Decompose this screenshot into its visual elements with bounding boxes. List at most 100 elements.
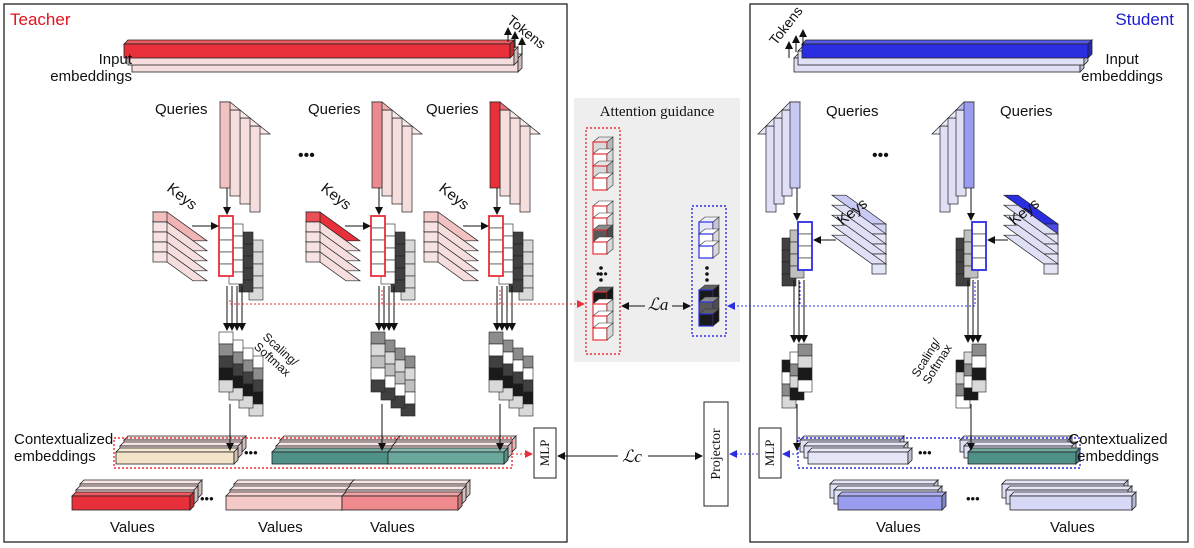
student-values-label-1: Values (876, 519, 921, 536)
teacher-input-slab-side (513, 46, 519, 66)
teacher-softmax-maps (218, 331, 534, 417)
teacher-key-stack-1-face (152, 221, 168, 233)
teacher-softmax-map-3-cell (488, 355, 504, 369)
student-values-slab-1-face (837, 495, 943, 511)
teacher-values-slab-1-side (189, 491, 195, 511)
student-softmax-map-1-cell (797, 343, 813, 357)
teacher-ctx-slab-3-face (387, 451, 505, 465)
guidance-teacher-col-2-cell (592, 241, 608, 255)
guidance-teacher-col-1-cell (592, 177, 608, 191)
student-queries-label-2: Queries (1000, 103, 1053, 120)
teacher-ctx-slab-3-top (387, 447, 509, 453)
teacher-key-stack-3-face (423, 241, 439, 253)
teacher-attn-map-1-cell (218, 239, 234, 253)
guidance-student-dot (705, 272, 709, 276)
teacher-softmax-map-3-cell (488, 331, 504, 345)
guidance-student-col-2-cell (698, 313, 714, 327)
teacher-query-stack-1 (219, 101, 271, 213)
student-heads-ellipsis: ••• (872, 147, 889, 164)
teacher-key-stack-2-face (305, 241, 321, 253)
student-key-stack-1 (830, 194, 888, 275)
teacher-attn-map-2-cell (370, 215, 386, 229)
teacher-values-slab-3 (341, 479, 471, 511)
student-ctx-slab-1-top (803, 441, 909, 447)
teacher-values-slab-1-top (79, 479, 203, 485)
teacher-query-stack-3 (489, 101, 541, 213)
teacher-keys-label-1: Keys (164, 180, 201, 214)
teacher-queries-label-2: Queries (308, 101, 361, 118)
teacher-ctx-highlight (113, 437, 513, 469)
student-query-stack-2 (931, 101, 975, 213)
student-softmax-map-2-cell (971, 355, 987, 369)
teacher-ctx-slab-3 (387, 435, 517, 465)
student-values-slab-2-top (1005, 485, 1133, 491)
teacher-attn-map-3-cell (488, 251, 504, 265)
teacher-attn-map-2 (370, 215, 416, 301)
teacher-key-stack-2 (304, 211, 362, 282)
student-values-slab-1-top (833, 485, 943, 491)
teacher-softmax-map-3 (488, 331, 534, 417)
teacher-values-slab-1-face (71, 495, 191, 511)
teacher-attn-map-1-cell (218, 251, 234, 265)
student-attn-map-1-highlight (797, 221, 813, 271)
student-values-slab-2 (1001, 479, 1137, 511)
teacher-softmax-map-1-cell (218, 355, 234, 369)
teacher-queries-label-3: Queries (426, 101, 479, 118)
student-values-slab-2-face (1009, 495, 1133, 511)
student-value-blocks (829, 479, 1137, 511)
teacher-key-stack-3-face (423, 221, 439, 233)
guidance-teacher-col-3-side (606, 322, 614, 341)
teacher-values-slab-2-top (225, 491, 347, 497)
student-title: Student (1115, 10, 1174, 29)
student-ctx-slab-2 (959, 435, 1081, 465)
attention-guidance-columns: • • (585, 127, 727, 355)
guidance-student-col-2 (698, 284, 720, 327)
student-values-slab-1-side (941, 491, 947, 511)
teacher-key-stack-1-face (152, 241, 168, 253)
teacher-ctx-slab-3-top (391, 441, 513, 447)
teacher-key-stack-1 (151, 211, 209, 282)
teacher-attn-map-3-cell (488, 215, 504, 229)
student-softmax-map-1-cell (797, 367, 813, 381)
teacher-input-slab (123, 39, 523, 73)
teacher-ctx-slab-3-side (503, 447, 509, 465)
guidance-student-col-1-cell (698, 245, 714, 259)
student-input-slab (793, 39, 1093, 73)
student-input-embeddings-label: Input embeddings (1081, 51, 1163, 85)
student-softmax-map-1-cell (797, 355, 813, 369)
student-input-embeddings (793, 39, 1093, 73)
student-attention-maps (781, 221, 987, 287)
student-ctx-slab-1-top (807, 447, 913, 453)
teacher-softmax-map-2 (370, 331, 416, 417)
teacher-softmax-map-1-cell (218, 367, 234, 381)
guidance-teacher-col-2 (592, 200, 614, 255)
student-attn-map-1-cell (797, 245, 813, 259)
teacher-values-slab-1-top (71, 491, 195, 497)
teacher-query-stack-2-col (391, 117, 403, 205)
teacher-token-arrows (504, 27, 526, 54)
student-values-slab-2-side (1131, 491, 1137, 511)
teacher-values-slab-3-face (341, 495, 459, 511)
guidance-teacher-col-1-side (606, 172, 614, 191)
student-softmax-map-2-cell (971, 379, 987, 393)
teacher-values-slab-1-top (75, 485, 199, 491)
attention-guidance-title: Attention guidance (600, 104, 715, 120)
student-values-ellipsis: ••• (966, 491, 980, 506)
teacher-attn-map-2-cell (370, 251, 386, 265)
teacher-query-stack-1-col (239, 117, 251, 205)
student-ctx-highlight (797, 437, 1081, 469)
teacher-softmax-map-2-cell (370, 331, 386, 345)
teacher-values-slab-2-top (229, 485, 351, 491)
student-ctx-slab-2-top (967, 447, 1081, 453)
student-token-arrows (785, 29, 807, 58)
teacher-query-stack-1-col (219, 101, 231, 189)
teacher-input-slab-side (509, 39, 515, 59)
student-softmax-map-2-cell (971, 367, 987, 381)
student-softmax-maps (781, 343, 987, 409)
teacher-softmax-map-1-cell (218, 331, 234, 345)
teacher-softmax-map-1-cell (218, 343, 234, 357)
teacher-attn-map-1-cell (218, 263, 234, 277)
teacher-ctx-slab-1-side (233, 447, 239, 465)
teacher-ctx-slab-1 (115, 435, 247, 465)
guidance-teacher-col-2-side (606, 236, 614, 255)
